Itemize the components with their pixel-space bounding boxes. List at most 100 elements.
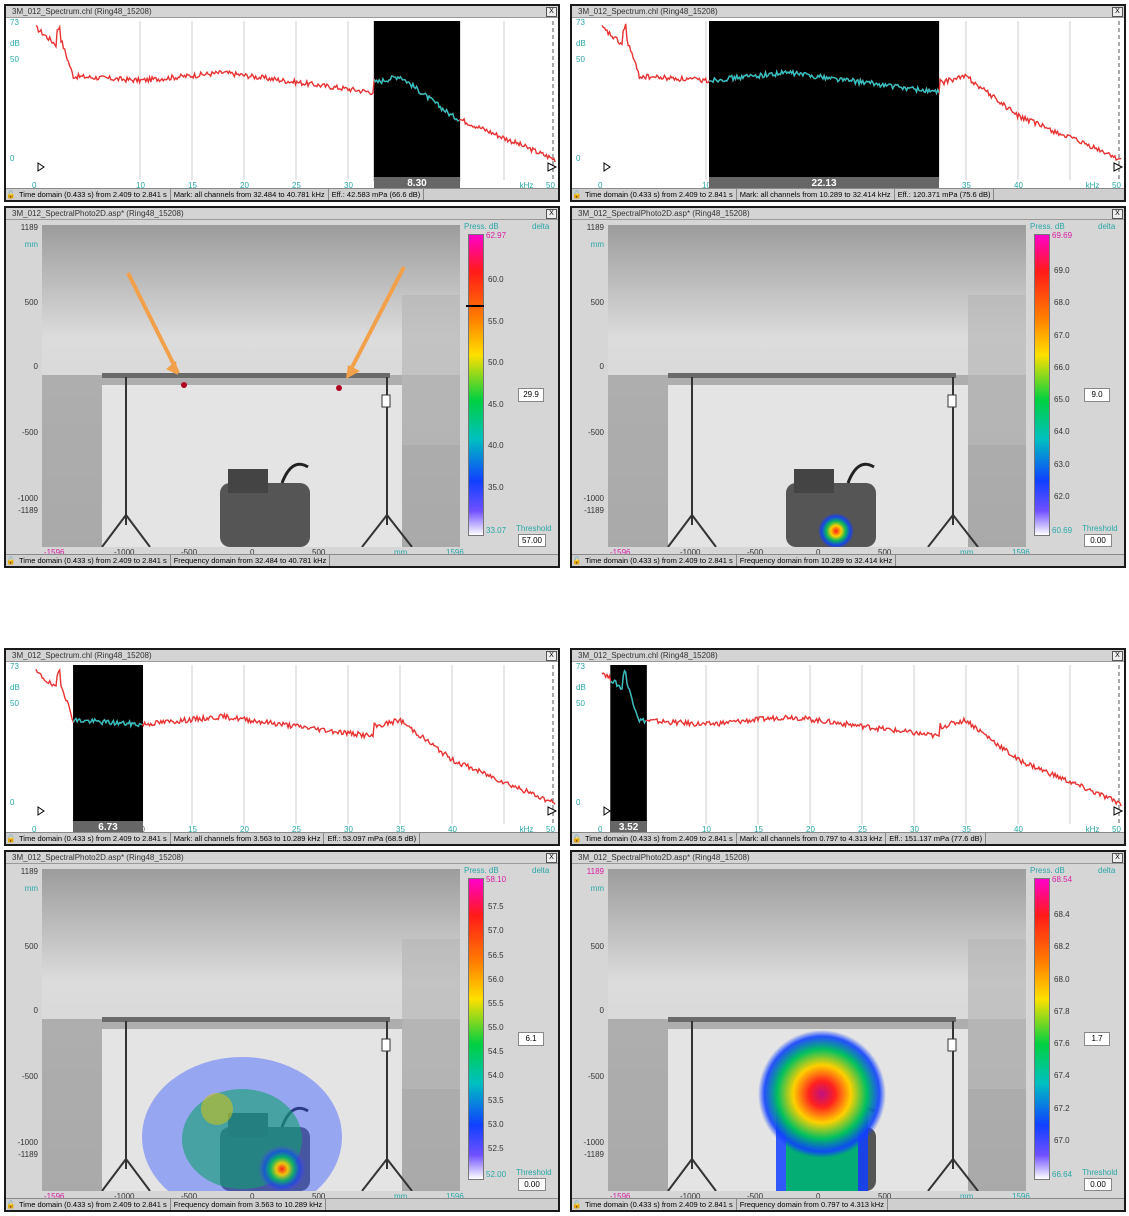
lock-icon[interactable]: 🔓 (6, 834, 16, 843)
photo-y-tick: mm (24, 240, 38, 249)
lock-icon[interactable]: 🔓 (6, 190, 16, 199)
scale-tick-label: 54.0 (488, 1071, 504, 1081)
close-button[interactable]: X (546, 7, 557, 17)
spectral-photo-window: 3M_012_SpectralPhoto2D.asp* (Ring48_1520… (570, 850, 1126, 1212)
threshold-input[interactable]: 0.00 (1084, 1178, 1112, 1191)
photo-y-tick: -1189 (18, 1150, 38, 1159)
scale-tick-label: 67.0 (1054, 330, 1070, 340)
threshold-input[interactable]: 57.00 (518, 534, 546, 547)
status-cell: Time domain (0.433 s) from 2.409 to 2.84… (582, 555, 737, 566)
status-cell: Eff.: 42.583 mPa (66.6 dB) (329, 189, 425, 200)
photo-y-tick: mm (590, 240, 604, 249)
photo-title: 3M_012_SpectralPhoto2D.asp* (Ring48_1520… (12, 209, 184, 218)
threshold-input[interactable]: 0.00 (518, 1178, 546, 1191)
photo-scene (42, 225, 460, 547)
lock-icon[interactable]: 🔓 (572, 556, 582, 565)
x-axis-tick-label: 20 (240, 825, 249, 834)
delta-label: delta (1098, 222, 1116, 231)
arrow-icon (346, 266, 406, 376)
y-axis-label: 0 (576, 154, 581, 163)
scale-tick-label: 55.0 (488, 1023, 504, 1032)
scale-tick-label: 45.0 (488, 399, 504, 409)
spectral-photo-window: 3M_012_SpectralPhoto2D.asp* (Ring48_1520… (4, 206, 560, 568)
y-axis-label: 0 (10, 154, 15, 163)
selection-band (610, 665, 647, 825)
spectral-photo-window: 3M_012_SpectralPhoto2D.asp* (Ring48_1520… (4, 850, 560, 1212)
lock-icon[interactable]: 🔓 (572, 834, 582, 843)
y-axis-label: 73 (576, 662, 585, 671)
photo-scene (42, 869, 460, 1191)
camera-photo[interactable] (608, 869, 1026, 1191)
compressor (220, 483, 310, 547)
spectrum-plot[interactable] (572, 17, 1124, 189)
photo-x-tick: -1000 (114, 548, 135, 557)
close-button[interactable]: X (1112, 7, 1123, 17)
photo-x-tick: 0 (816, 548, 821, 557)
lock-icon[interactable]: 🔓 (572, 190, 582, 199)
x-axis-tick-label: 0 (598, 181, 603, 190)
scale-min-label: 60.69 (1052, 526, 1073, 535)
spectrum-plot[interactable] (6, 17, 558, 189)
dynamic-range-value[interactable]: 6.1 (518, 1032, 544, 1046)
arrow-icon (126, 272, 180, 374)
scale-tick-label: 69.0 (1054, 266, 1070, 276)
dynamic-range-value[interactable]: 9.0 (1084, 388, 1110, 402)
photo-x-tick: mm (394, 1192, 408, 1201)
spectrum-window: 3M_012_Spectrum.chl (Ring48_15208) X 73 dB 5… (570, 648, 1126, 846)
photo-y-tick: -500 (587, 1072, 604, 1081)
lock-icon[interactable]: 🔓 (6, 1200, 16, 1209)
camera-photo[interactable] (42, 869, 460, 1191)
x-axis-tick-label: 15 (188, 825, 197, 834)
x-axis-tick-label: 0 (32, 181, 37, 190)
dynamic-range-value[interactable]: 1.7 (1084, 1032, 1110, 1046)
marked-band-value: 8.30 (373, 177, 461, 191)
x-axis-tick-label: 10 (702, 825, 711, 834)
press-unit-label: Press. dB (1030, 866, 1065, 875)
x-axis-unit-label: kHz (1085, 825, 1100, 834)
color-scale-bar[interactable] (1034, 878, 1050, 1180)
close-button[interactable]: X (546, 651, 557, 661)
photo-title: 3M_012_SpectralPhoto2D.asp* (Ring48_1520… (578, 209, 750, 218)
close-button[interactable]: X (546, 853, 557, 863)
scale-min-label: 33.07 (486, 526, 507, 535)
scale-tick-label: 53.5 (488, 1095, 504, 1105)
spectrum-status-bar: 🔓 Time domain (0.433 s) from 2.409 to 2.8… (572, 188, 1124, 200)
photo-y-tick: 0 (33, 1006, 38, 1015)
right-cursor-icon (1113, 162, 1124, 172)
close-button[interactable]: X (1112, 209, 1123, 219)
color-scale-bar[interactable] (468, 878, 484, 1180)
close-button[interactable]: X (1112, 651, 1123, 661)
scale-tick-label: 64.0 (1054, 427, 1070, 437)
photo-y-tick: -500 (21, 1072, 38, 1081)
lock-icon[interactable]: 🔓 (572, 1200, 582, 1209)
x-axis-tick-label: 50 (1112, 181, 1121, 190)
scale-tick-label: 68.2 (1054, 942, 1070, 952)
photo-x-tick: mm (394, 548, 408, 557)
close-button[interactable]: X (1112, 853, 1123, 863)
photo-titlebar: 3M_012_SpectralPhoto2D.asp* (Ring48_1520… (572, 852, 1124, 864)
close-button[interactable]: X (546, 209, 557, 219)
photo-y-tick: 1189 (20, 867, 38, 876)
spectrum-status-bar: 🔓 Time domain (0.433 s) from 2.409 to 2.8… (572, 832, 1124, 844)
camera-photo[interactable] (42, 225, 460, 547)
status-cell: Eff.: 53.097 mPa (68.5 dB) (324, 833, 421, 844)
spectrum-plot[interactable] (572, 661, 1124, 833)
x-axis-tick-label: 10 (702, 181, 711, 190)
photo-y-tick: 500 (24, 298, 38, 307)
lock-icon[interactable]: 🔓 (6, 556, 16, 565)
scale-tick-label: 67.6 (1054, 1039, 1070, 1049)
status-cell: Time domain (0.433 s) from 2.409 to 2.84… (16, 1199, 171, 1210)
camera-photo[interactable] (608, 225, 1026, 547)
color-scale-bar[interactable] (1034, 234, 1050, 536)
color-scale-bar[interactable] (468, 234, 484, 536)
photo-y-tick: 1189 (586, 867, 604, 876)
photo-y-tick: 0 (599, 1006, 604, 1015)
photo-y-tick: -1000 (583, 494, 604, 503)
dynamic-range-value[interactable]: 29.9 (518, 388, 544, 402)
spectrum-plot[interactable] (6, 661, 558, 833)
quadrant-1: 3M_012_Spectrum.chl (Ring48_15208) X 73 dB 5… (4, 4, 560, 568)
quadrant-3: 3M_012_Spectrum.chl (Ring48_15208) X 73 dB 5… (4, 648, 560, 1212)
threshold-input[interactable]: 0.00 (1084, 534, 1112, 547)
threshold-label: Threshold (1082, 1168, 1118, 1177)
photo-x-tick: -500 (181, 1192, 198, 1201)
